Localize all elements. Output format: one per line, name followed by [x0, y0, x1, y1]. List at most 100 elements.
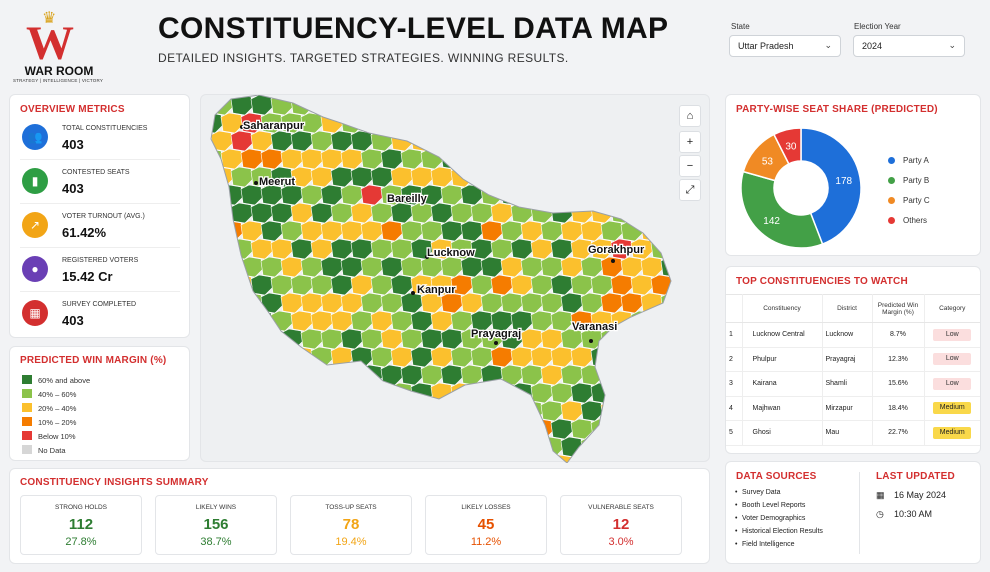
constituency-region[interactable] [330, 202, 354, 224]
constituency-region[interactable] [400, 112, 424, 134]
constituency-region[interactable] [630, 382, 654, 404]
constituency-region[interactable] [390, 382, 414, 404]
constituency-region[interactable] [220, 220, 244, 242]
constituency-region[interactable] [490, 166, 514, 188]
constituency-region[interactable] [310, 310, 334, 332]
map-regions[interactable] [201, 95, 683, 463]
constituency-region[interactable] [510, 418, 534, 440]
constituency-region[interactable] [520, 220, 544, 242]
constituency-region[interactable] [370, 418, 394, 440]
constituency-region[interactable] [220, 400, 244, 422]
constituency-region[interactable] [260, 292, 284, 314]
constituency-region[interactable] [400, 436, 424, 458]
constituency-region[interactable] [460, 436, 484, 458]
constituency-region[interactable] [470, 166, 494, 188]
constituency-region[interactable] [360, 364, 384, 386]
constituency-region[interactable] [650, 310, 673, 332]
constituency-region[interactable] [610, 274, 634, 296]
constituency-region[interactable] [630, 202, 654, 224]
constituency-region[interactable] [630, 418, 654, 440]
constituency-region[interactable] [440, 112, 464, 134]
constituency-region[interactable] [280, 400, 304, 422]
constituency-region[interactable] [211, 454, 234, 463]
constituency-region[interactable] [330, 95, 354, 116]
constituency-region[interactable] [320, 148, 344, 170]
constituency-region[interactable] [460, 364, 484, 386]
constituency-region[interactable] [590, 274, 614, 296]
constituency-region[interactable] [270, 382, 294, 404]
constituency-region[interactable] [600, 436, 624, 458]
constituency-region[interactable] [360, 328, 384, 350]
constituency-region[interactable] [310, 95, 334, 116]
constituency-region[interactable] [660, 292, 683, 314]
constituency-region[interactable] [370, 95, 394, 116]
constituency-region[interactable] [490, 202, 514, 224]
constituency-region[interactable] [650, 454, 673, 463]
constituency-region[interactable] [650, 382, 673, 404]
constituency-region[interactable] [320, 256, 344, 278]
constituency-region[interactable] [250, 346, 274, 368]
constituency-region[interactable] [620, 256, 644, 278]
constituency-region[interactable] [340, 148, 364, 170]
constituency-region[interactable] [250, 130, 274, 152]
constituency-region[interactable] [290, 310, 314, 332]
constituency-region[interactable] [390, 310, 414, 332]
constituency-region[interactable] [280, 220, 304, 242]
pie-slice-party-b[interactable] [740, 170, 824, 249]
constituency-region[interactable] [350, 346, 374, 368]
constituency-region[interactable] [530, 310, 554, 332]
constituency-region[interactable] [650, 95, 673, 116]
constituency-region[interactable] [570, 95, 594, 116]
pie-slice-others[interactable] [772, 127, 802, 165]
constituency-region[interactable] [380, 364, 404, 386]
constituency-region[interactable] [370, 454, 394, 463]
constituency-region[interactable] [201, 382, 214, 404]
constituency-region[interactable] [530, 346, 554, 368]
constituency-region[interactable] [250, 454, 274, 463]
constituency-region[interactable] [650, 130, 673, 152]
constituency-region[interactable] [430, 454, 454, 463]
constituency-region[interactable] [450, 166, 474, 188]
constituency-region[interactable] [540, 184, 564, 206]
constituency-region[interactable] [430, 166, 454, 188]
constituency-region[interactable] [260, 148, 284, 170]
constituency-region[interactable] [480, 112, 504, 134]
constituency-region[interactable] [510, 454, 534, 463]
constituency-region[interactable] [500, 148, 524, 170]
constituency-region[interactable] [211, 202, 234, 224]
constituency-region[interactable] [360, 184, 384, 206]
constituency-region[interactable] [240, 256, 264, 278]
constituency-region[interactable] [260, 184, 284, 206]
constituency-region[interactable] [390, 202, 414, 224]
constituency-region[interactable] [480, 400, 504, 422]
constituency-region[interactable] [280, 256, 304, 278]
constituency-region[interactable] [350, 310, 374, 332]
constituency-region[interactable] [220, 256, 244, 278]
constituency-region[interactable] [410, 202, 434, 224]
constituency-region[interactable] [330, 166, 354, 188]
constituency-region[interactable] [320, 220, 344, 242]
constituency-region[interactable] [620, 148, 644, 170]
constituency-region[interactable] [270, 418, 294, 440]
constituency-region[interactable] [500, 400, 524, 422]
constituency-region[interactable] [600, 112, 624, 134]
constituency-region[interactable] [550, 166, 574, 188]
constituency-region[interactable] [530, 202, 554, 224]
constituency-region[interactable] [310, 166, 334, 188]
constituency-region[interactable] [230, 202, 254, 224]
constituency-region[interactable] [580, 220, 604, 242]
constituency-region[interactable] [550, 95, 574, 116]
constituency-region[interactable] [470, 418, 494, 440]
constituency-region[interactable] [510, 346, 534, 368]
constituency-region[interactable] [201, 310, 214, 332]
constituency-region[interactable] [500, 220, 524, 242]
constituency-region[interactable] [260, 328, 284, 350]
constituency-region[interactable] [430, 418, 454, 440]
constituency-region[interactable] [620, 436, 644, 458]
constituency-region[interactable] [300, 328, 324, 350]
constituency-region[interactable] [540, 256, 564, 278]
constituency-region[interactable] [540, 112, 564, 134]
constituency-region[interactable] [410, 95, 434, 116]
constituency-region[interactable] [430, 310, 454, 332]
constituency-region[interactable] [640, 256, 664, 278]
